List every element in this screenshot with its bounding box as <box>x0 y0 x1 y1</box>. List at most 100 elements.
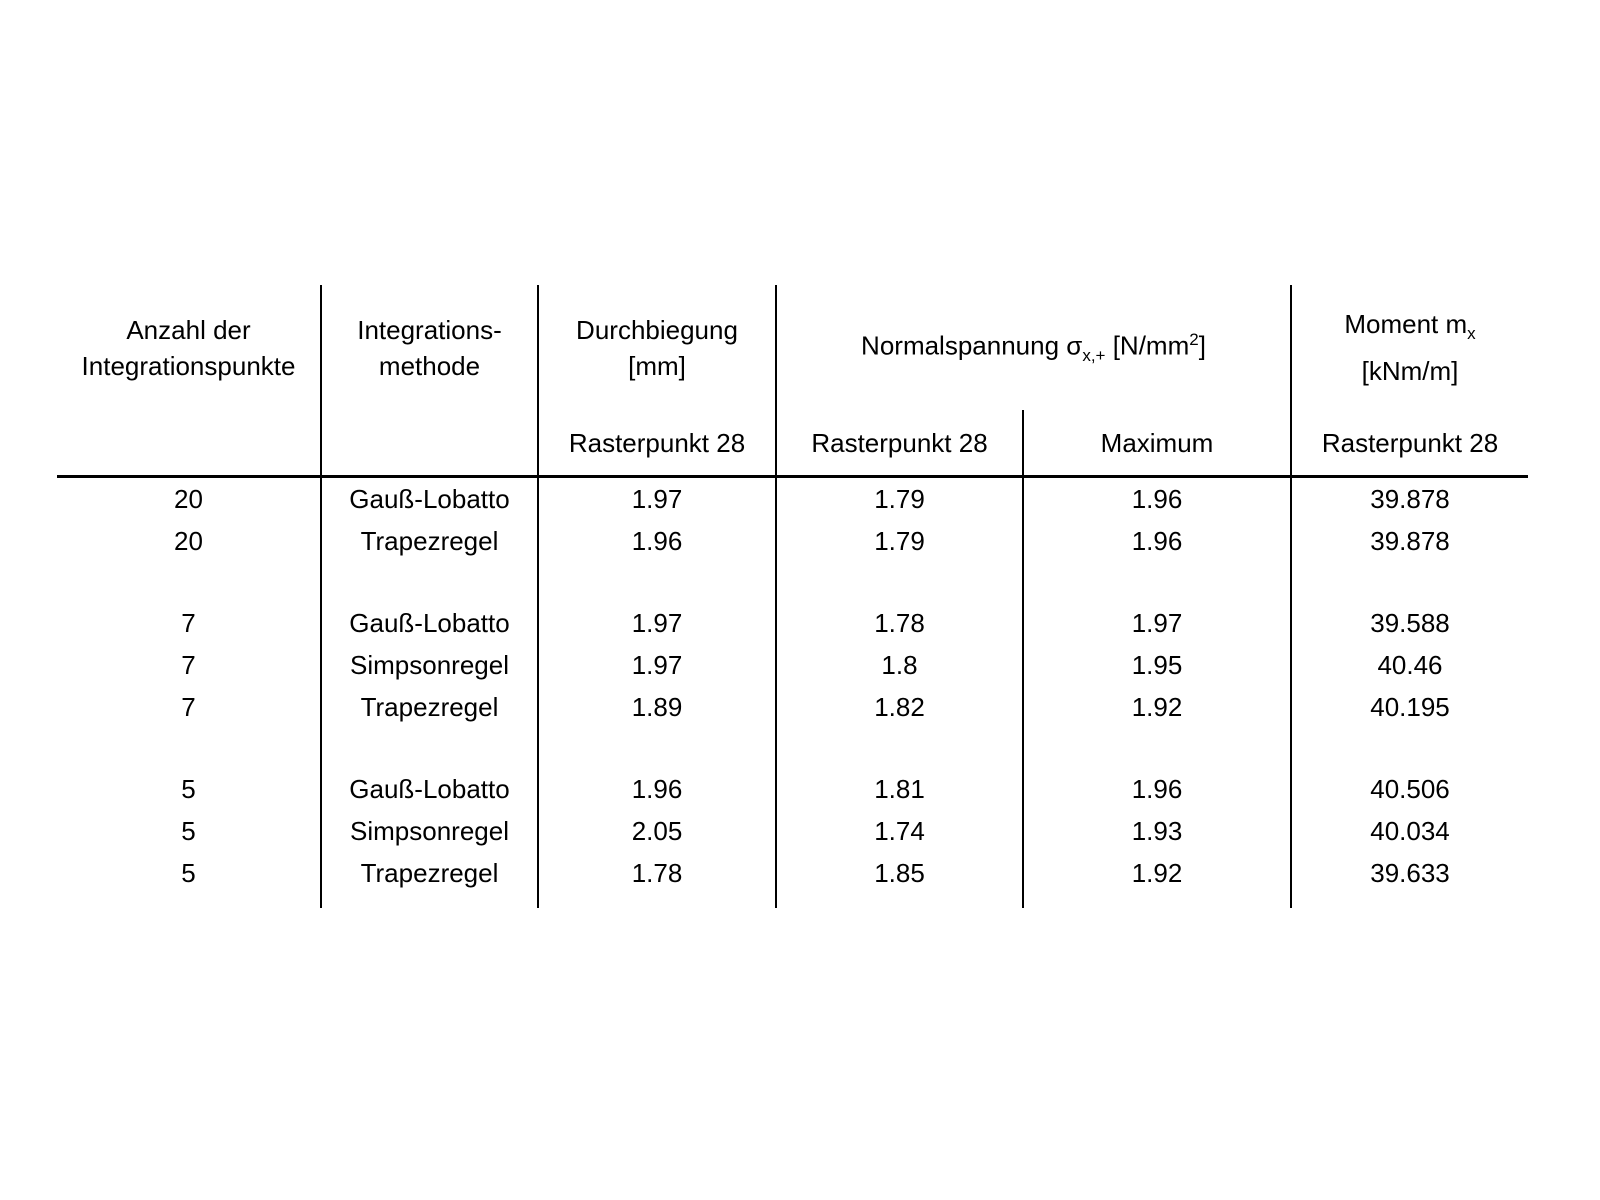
header-normal-stress-formula: Normalspannung σx,+ [N/mm2] <box>861 322 1206 374</box>
cell-moment: 39.633 <box>1290 852 1528 894</box>
table-subheader-row: Rasterpunkt 28 Rasterpunkt 28 Maximum Ra… <box>57 410 1528 478</box>
gap-cell <box>537 728 775 768</box>
gap-cell <box>320 728 537 768</box>
gap-cell <box>775 894 1022 908</box>
header-deflection: Durchbiegung [mm] <box>537 285 775 410</box>
gap-cell <box>57 562 320 602</box>
table-group-gap <box>57 562 1528 602</box>
cell-method: Simpsonregel <box>320 810 537 852</box>
gap-cell <box>1290 562 1528 602</box>
cell-method: Gauß-Lobatto <box>320 478 537 520</box>
cell-deflection: 1.96 <box>537 520 775 562</box>
cell-deflection: 1.78 <box>537 852 775 894</box>
gap-cell <box>1022 894 1290 908</box>
header-deflection-line1: Durchbiegung <box>576 314 738 345</box>
header-normal-stress-superscript: 2 <box>1189 329 1199 349</box>
gap-cell <box>1022 728 1290 768</box>
cell-points: 20 <box>174 484 203 514</box>
cell-sigma-rp28: 1.82 <box>775 686 1022 728</box>
table-row: 5 Trapezregel 1.78 1.85 1.92 39.633 <box>57 852 1528 894</box>
cell-sigma-max: 1.96 <box>1022 478 1290 520</box>
table-row: 7 Gauß-Lobatto 1.97 1.78 1.97 39.588 <box>57 602 1528 644</box>
cell-sigma-max: 1.92 <box>1022 852 1290 894</box>
cell-points: 5 <box>181 774 196 804</box>
cell-sigma-rp28: 1.78 <box>775 602 1022 644</box>
cell-moment: 40.195 <box>1290 686 1528 728</box>
header-integration-method: Integrations- methode <box>320 285 537 410</box>
header-deflection-line2: [mm] <box>628 350 686 381</box>
cell-points: 20 <box>174 526 203 556</box>
gap-cell <box>57 894 320 908</box>
table-header-row: Anzahl der Integrationspunkte Integratio… <box>57 285 1528 410</box>
gap-cell <box>775 728 1022 768</box>
gap-cell <box>1290 728 1528 768</box>
gap-cell <box>537 562 775 602</box>
cell-moment: 39.588 <box>1290 602 1528 644</box>
table-row: 7 Trapezregel 1.89 1.82 1.92 40.195 <box>57 686 1528 728</box>
gap-cell <box>537 894 775 908</box>
cell-deflection: 1.96 <box>537 768 775 810</box>
header-integration-points-line1: Anzahl der <box>126 314 251 345</box>
cell-method: Trapezregel <box>320 852 537 894</box>
header-moment-prefix: Moment m <box>1344 309 1468 340</box>
cell-sigma-rp28: 1.74 <box>775 810 1022 852</box>
header-moment-subscript: x <box>1467 324 1476 344</box>
header-integration-method-line2: methode <box>378 350 481 381</box>
table-row: 20 Trapezregel 1.96 1.79 1.96 39.878 <box>57 520 1528 562</box>
gap-cell <box>1022 562 1290 602</box>
cell-sigma-max: 1.92 <box>1022 686 1290 728</box>
cell-sigma-rp28: 1.85 <box>775 852 1022 894</box>
cell-sigma-max: 1.96 <box>1022 520 1290 562</box>
cell-deflection: 1.89 <box>537 686 775 728</box>
cell-moment: 40.506 <box>1290 768 1528 810</box>
table-row: 5 Gauß-Lobatto 1.96 1.81 1.96 40.506 <box>57 768 1528 810</box>
subheader-deflection-rp28: Rasterpunkt 28 <box>537 410 775 475</box>
subheader-empty-points <box>57 410 320 475</box>
gap-cell <box>1290 894 1528 908</box>
header-integration-points: Anzahl der Integrationspunkte <box>57 285 320 410</box>
cell-points: 5 <box>181 816 196 846</box>
cell-moment: 40.034 <box>1290 810 1528 852</box>
subheader-empty-method <box>320 410 537 475</box>
cell-method: Trapezregel <box>320 520 537 562</box>
cell-method: Gauß-Lobatto <box>320 602 537 644</box>
table-row: 7 Simpsonregel 1.97 1.8 1.95 40.46 <box>57 644 1528 686</box>
cell-method: Trapezregel <box>320 686 537 728</box>
cell-points: 7 <box>181 692 196 722</box>
header-normal-stress: Normalspannung σx,+ [N/mm2] <box>775 285 1290 410</box>
cell-sigma-max: 1.96 <box>1022 768 1290 810</box>
cell-moment: 40.46 <box>1290 644 1528 686</box>
header-normal-stress-unit: [N/mm <box>1105 330 1190 361</box>
header-moment-line2: [kNm/m] <box>1361 355 1459 386</box>
table-row: 5 Simpsonregel 2.05 1.74 1.93 40.034 <box>57 810 1528 852</box>
cell-sigma-max: 1.95 <box>1022 644 1290 686</box>
cell-deflection: 1.97 <box>537 644 775 686</box>
header-normal-stress-prefix: Normalspannung σ <box>861 330 1083 361</box>
subheader-stress-rp28: Rasterpunkt 28 <box>775 410 1022 475</box>
header-moment-line1: Moment mx <box>1344 306 1475 352</box>
cell-points: 7 <box>181 608 196 638</box>
integration-results-table: Anzahl der Integrationspunkte Integratio… <box>57 285 1528 908</box>
header-normal-stress-subscript: x,+ <box>1082 345 1106 365</box>
header-normal-stress-unit-close: ] <box>1198 330 1206 361</box>
table-rule-extender <box>57 894 1528 908</box>
header-integration-points-line2: Integrationspunkte <box>81 350 296 381</box>
cell-points: 5 <box>181 858 196 888</box>
header-moment: Moment mx [kNm/m] <box>1290 285 1528 410</box>
cell-moment: 39.878 <box>1290 478 1528 520</box>
header-integration-method-line1: Integrations- <box>357 314 502 345</box>
gap-cell <box>320 894 537 908</box>
cell-sigma-rp28: 1.8 <box>775 644 1022 686</box>
cell-method: Simpsonregel <box>320 644 537 686</box>
cell-sigma-max: 1.93 <box>1022 810 1290 852</box>
gap-cell <box>57 728 320 768</box>
subheader-moment-rp28: Rasterpunkt 28 <box>1290 410 1528 475</box>
cell-deflection: 1.97 <box>537 602 775 644</box>
cell-method: Gauß-Lobatto <box>320 768 537 810</box>
cell-moment: 39.878 <box>1290 520 1528 562</box>
cell-points: 7 <box>181 650 196 680</box>
cell-deflection: 2.05 <box>537 810 775 852</box>
subheader-stress-maximum: Maximum <box>1022 410 1290 475</box>
gap-cell <box>775 562 1022 602</box>
